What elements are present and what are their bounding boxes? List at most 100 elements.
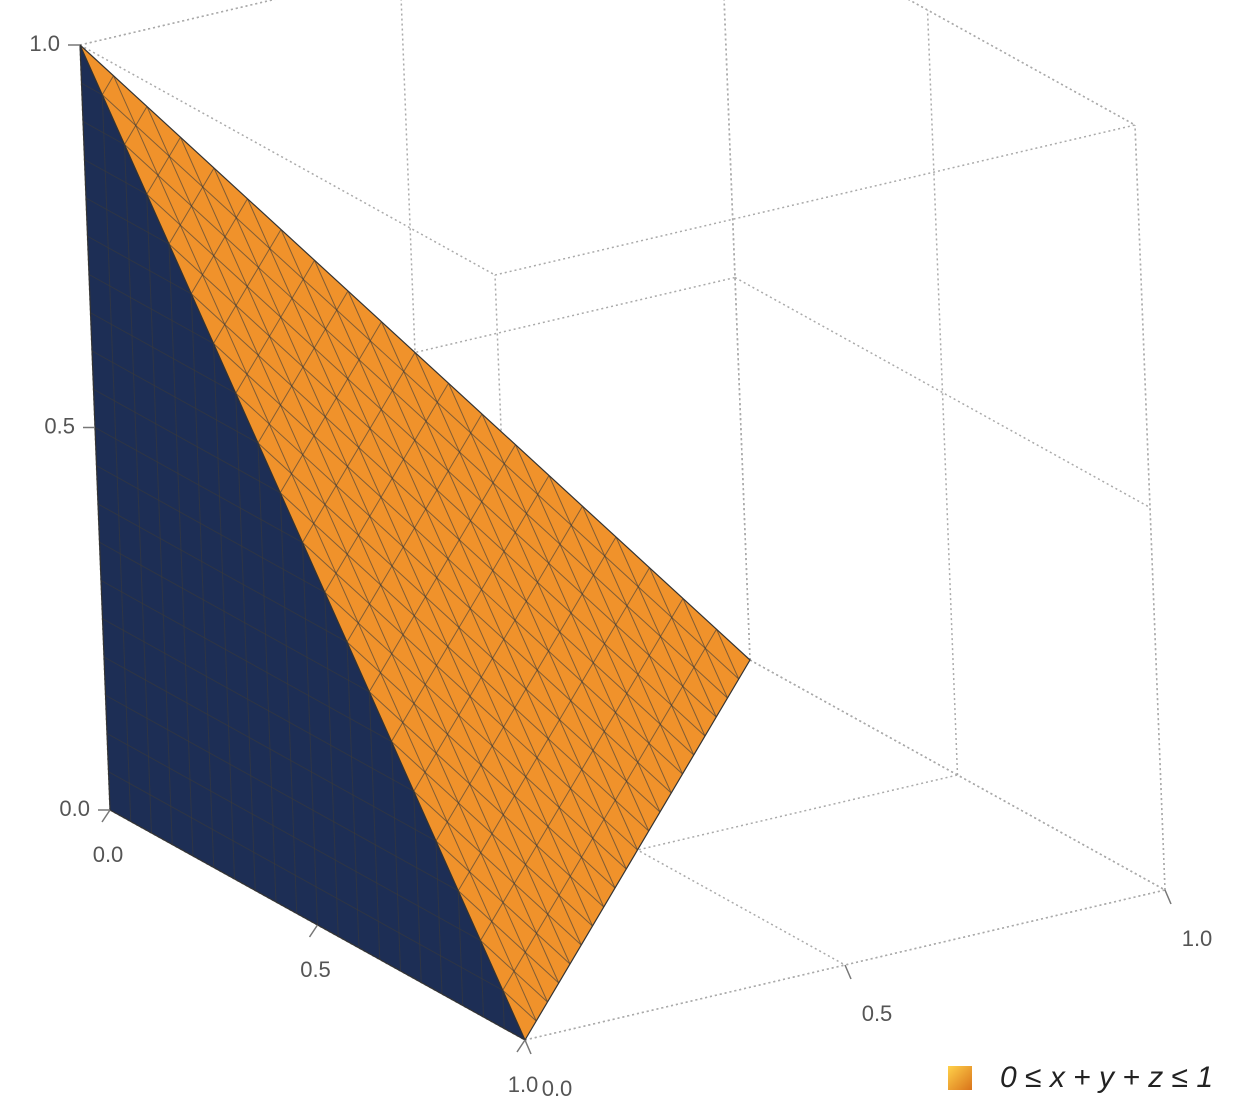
mesh-line bbox=[413, 505, 583, 792]
mesh-line bbox=[480, 940, 484, 1018]
mesh-line bbox=[90, 312, 236, 394]
mesh-line bbox=[96, 465, 325, 593]
x-tick-label: 0.5 bbox=[300, 957, 331, 982]
y-tick bbox=[524, 1039, 532, 1055]
box-edge bbox=[723, 0, 751, 661]
mesh-line bbox=[102, 618, 414, 792]
mesh-line bbox=[368, 691, 605, 908]
mesh-line bbox=[84, 159, 147, 195]
mesh-line bbox=[413, 790, 582, 946]
mesh-line bbox=[302, 542, 638, 851]
grid-line bbox=[79, 0, 276, 46]
grid-line bbox=[723, 0, 751, 661]
mesh-line bbox=[502, 989, 537, 1022]
mesh-line bbox=[682, 598, 728, 699]
x-tick-label: 0.0 bbox=[93, 842, 124, 867]
mesh-line bbox=[346, 641, 616, 889]
mesh-line bbox=[279, 492, 298, 914]
mesh-line bbox=[235, 259, 315, 394]
mesh-line bbox=[257, 290, 349, 444]
legend-swatch bbox=[948, 1066, 972, 1090]
mesh-line bbox=[324, 592, 339, 937]
z-tick-label: 1.0 bbox=[29, 31, 60, 56]
mesh-line bbox=[213, 229, 282, 344]
mesh-line bbox=[105, 694, 459, 892]
mesh-line bbox=[716, 629, 740, 680]
mesh-line bbox=[235, 393, 256, 891]
mesh-line bbox=[146, 193, 717, 718]
mesh-line bbox=[247, 198, 582, 946]
box-edge bbox=[79, 0, 276, 46]
grid-line bbox=[907, 0, 1136, 126]
mesh-line bbox=[279, 492, 650, 832]
mesh-line bbox=[85, 197, 170, 245]
mesh-line bbox=[101, 94, 132, 822]
mesh-line bbox=[180, 137, 560, 984]
mesh-line bbox=[101, 94, 740, 680]
mesh-line bbox=[368, 444, 516, 693]
mesh-line bbox=[190, 198, 248, 295]
mesh-line bbox=[190, 293, 215, 868]
mesh-line bbox=[324, 382, 449, 593]
mesh-line bbox=[548, 475, 683, 775]
grid-line bbox=[734, 276, 1151, 509]
mesh-line bbox=[101, 75, 114, 96]
mesh-line bbox=[146, 136, 181, 195]
mesh-line bbox=[414, 352, 638, 851]
mesh-line bbox=[190, 293, 695, 756]
mesh-line bbox=[368, 691, 381, 960]
mesh-line bbox=[88, 274, 214, 344]
mesh-line bbox=[302, 542, 318, 926]
mesh-line bbox=[649, 567, 717, 718]
x-tick bbox=[101, 809, 111, 823]
mesh-line bbox=[457, 567, 650, 892]
mesh-line bbox=[457, 890, 464, 1006]
mesh-line bbox=[457, 890, 560, 984]
mesh-line bbox=[93, 388, 281, 494]
mesh-line bbox=[435, 840, 443, 995]
y-tick-label: 0.5 bbox=[862, 1001, 893, 1026]
y-tick-label: 0.0 bbox=[542, 1076, 573, 1101]
x-tick-label: 1.0 bbox=[508, 1072, 539, 1097]
z-tick-label: 0.0 bbox=[59, 796, 90, 821]
mesh-line bbox=[324, 591, 627, 870]
mesh-line bbox=[391, 741, 593, 927]
mesh-line bbox=[502, 990, 505, 1029]
mesh-line bbox=[448, 383, 650, 832]
mesh-line bbox=[168, 167, 215, 245]
mesh-line bbox=[435, 840, 571, 965]
mesh-line bbox=[113, 75, 537, 1022]
x-tick bbox=[516, 1039, 526, 1053]
mesh-line bbox=[480, 940, 548, 1003]
box-edge bbox=[79, 44, 496, 276]
grid-line bbox=[429, 734, 846, 966]
mesh-line bbox=[87, 235, 192, 295]
mesh-line bbox=[124, 106, 148, 145]
y-tick bbox=[844, 964, 852, 980]
mesh-line bbox=[81, 82, 103, 96]
mesh-line bbox=[99, 541, 370, 693]
mesh-line bbox=[615, 536, 706, 737]
mesh-line bbox=[481, 413, 661, 813]
y-tick-label: 1.0 bbox=[1182, 926, 1213, 951]
mesh-line bbox=[279, 321, 382, 494]
mesh-line bbox=[94, 427, 303, 543]
mesh-line bbox=[302, 352, 416, 543]
mesh-line bbox=[82, 121, 125, 145]
mesh-line bbox=[314, 260, 605, 908]
mesh-line bbox=[346, 641, 360, 949]
box-edge bbox=[494, 124, 1136, 276]
x-tick bbox=[308, 924, 319, 938]
mesh-line bbox=[502, 628, 717, 991]
mesh-line bbox=[413, 791, 422, 983]
mesh-line bbox=[381, 321, 627, 870]
grid-line bbox=[723, 0, 751, 661]
y-tick bbox=[1164, 889, 1172, 905]
mesh-line bbox=[515, 444, 672, 794]
grid-line bbox=[926, 9, 959, 776]
mesh-line bbox=[146, 194, 173, 845]
legend-text: 0 ≤ x + y + z ≤ 1 bbox=[1000, 1061, 1213, 1094]
mesh-line bbox=[91, 350, 259, 444]
mesh-line bbox=[582, 506, 695, 756]
